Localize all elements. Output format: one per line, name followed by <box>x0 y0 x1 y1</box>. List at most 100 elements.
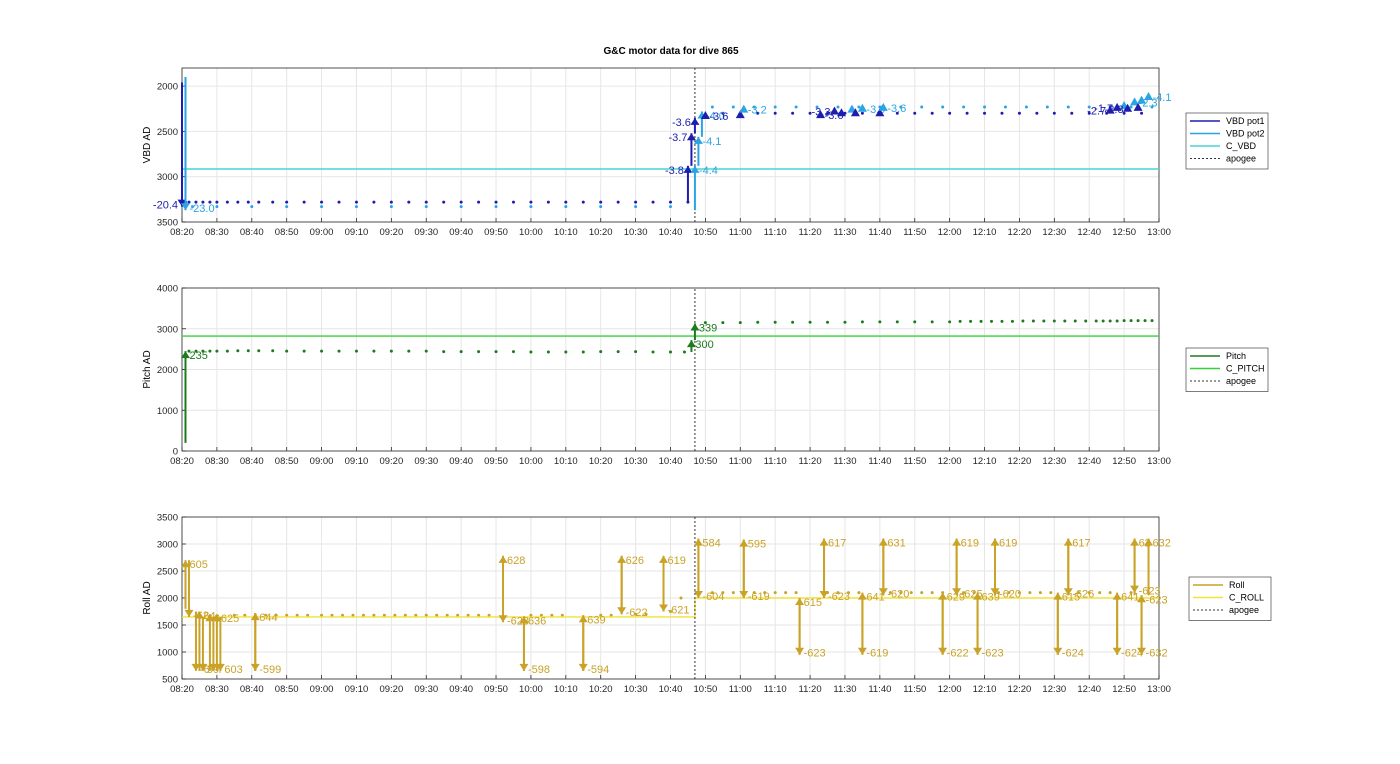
y-tick-label: 500 <box>162 675 178 686</box>
data-point <box>794 105 798 109</box>
x-tick-label: 11:10 <box>764 684 787 695</box>
x-tick-label: 09:20 <box>379 684 403 695</box>
data-point <box>1129 319 1133 323</box>
data-point <box>826 111 830 115</box>
data-point <box>752 591 756 595</box>
subplot-2: 08:20 08:30 08:40 08:50 09:00 09:10 09:20 09:30… <box>142 284 1269 467</box>
legend-entry: apogee <box>1226 154 1256 164</box>
event-arrow-head <box>498 615 508 623</box>
event-marker <box>816 110 826 119</box>
event-label: 644 <box>259 612 277 624</box>
data-point <box>836 591 840 595</box>
data-point <box>187 200 191 204</box>
data-point <box>599 200 603 204</box>
legend-entry: VBD pot2 <box>1226 129 1265 139</box>
data-point <box>494 350 498 354</box>
data-point <box>354 200 358 204</box>
data-point <box>878 320 882 324</box>
data-point <box>1045 105 1049 109</box>
x-tick-label: 08:30 <box>205 456 229 467</box>
data-point <box>372 349 376 353</box>
y-tick-label: 1000 <box>157 648 178 659</box>
event-label: 617 <box>1072 538 1090 550</box>
event-label: 619 <box>668 555 686 567</box>
event-label: 629 <box>947 592 965 604</box>
x-tick-label: 12:50 <box>1112 456 1136 467</box>
event-arrow-head <box>578 663 588 671</box>
event-label: -604 <box>702 591 724 603</box>
data-point <box>225 200 229 204</box>
data-point <box>1129 591 1133 595</box>
event-label: -623 <box>982 648 1004 660</box>
data-point <box>414 613 418 617</box>
data-point <box>1150 105 1154 109</box>
data-point <box>424 205 428 209</box>
data-point <box>731 591 735 595</box>
data-point <box>285 205 289 209</box>
data-point <box>246 349 250 353</box>
data-point <box>1042 319 1046 323</box>
x-tick-label: 10:00 <box>519 227 543 238</box>
data-point <box>930 320 934 324</box>
data-point <box>983 105 987 109</box>
data-point <box>564 205 568 209</box>
data-point <box>1066 105 1070 109</box>
x-tick-label: 12:10 <box>973 684 997 695</box>
event-marker <box>739 104 749 113</box>
legend-entry: apogee <box>1229 605 1259 615</box>
data-point <box>201 200 205 204</box>
y-axis-label: VBD AD <box>142 127 153 164</box>
event-label: 628 <box>507 555 525 567</box>
event-label: 641 <box>1121 592 1139 604</box>
data-point <box>1000 319 1004 323</box>
data-point <box>599 350 603 354</box>
x-tick-label: 10:30 <box>624 227 648 238</box>
event-arrow-head <box>212 614 222 622</box>
event-label: -3.6 <box>825 110 844 122</box>
data-point <box>215 200 219 204</box>
x-tick-label: 12:00 <box>938 227 962 238</box>
event-label: 235 <box>189 350 207 362</box>
event-marker <box>857 103 867 112</box>
figure-title: G&C motor data for dive 865 <box>603 46 738 57</box>
event-arrow-head <box>952 588 962 596</box>
data-point <box>271 349 275 353</box>
data-point <box>330 613 334 617</box>
data-point <box>361 613 365 617</box>
data-point <box>948 111 952 115</box>
data-point <box>1010 319 1014 323</box>
x-tick-label: 10:10 <box>554 227 578 238</box>
x-tick-label: 10:00 <box>519 456 543 467</box>
data-point <box>920 591 924 595</box>
event-label: -20.4 <box>153 200 178 212</box>
x-tick-label: 08:40 <box>240 227 264 238</box>
data-point <box>539 613 543 617</box>
event-marker <box>1130 97 1140 106</box>
x-tick-label: 09:00 <box>310 227 334 238</box>
data-point <box>1136 319 1140 323</box>
event-label: -3.6 <box>672 117 691 129</box>
data-point <box>703 321 707 325</box>
x-tick-label: 10:00 <box>519 684 543 695</box>
data-point <box>295 613 299 617</box>
event-label: -622 <box>947 648 969 660</box>
data-point <box>1150 319 1154 323</box>
event-arrow-head <box>686 340 696 348</box>
x-tick-label: 09:40 <box>449 684 473 695</box>
data-point <box>477 200 481 204</box>
data-point <box>682 350 686 354</box>
event-arrow-head <box>184 609 194 617</box>
event-marker <box>1137 95 1147 104</box>
data-point <box>983 111 987 115</box>
event-label: -623 <box>1139 586 1161 598</box>
event-marker <box>1105 105 1115 114</box>
x-tick-label: 10:30 <box>624 456 648 467</box>
event-label: 626 <box>626 555 644 567</box>
data-point <box>1101 319 1105 323</box>
data-point <box>459 350 463 354</box>
x-tick-label: 09:50 <box>484 456 508 467</box>
event-arrow-head <box>177 199 187 207</box>
x-tick-label: 11:50 <box>903 684 926 695</box>
data-point <box>1003 105 1007 109</box>
event-arrow-head <box>690 165 700 173</box>
